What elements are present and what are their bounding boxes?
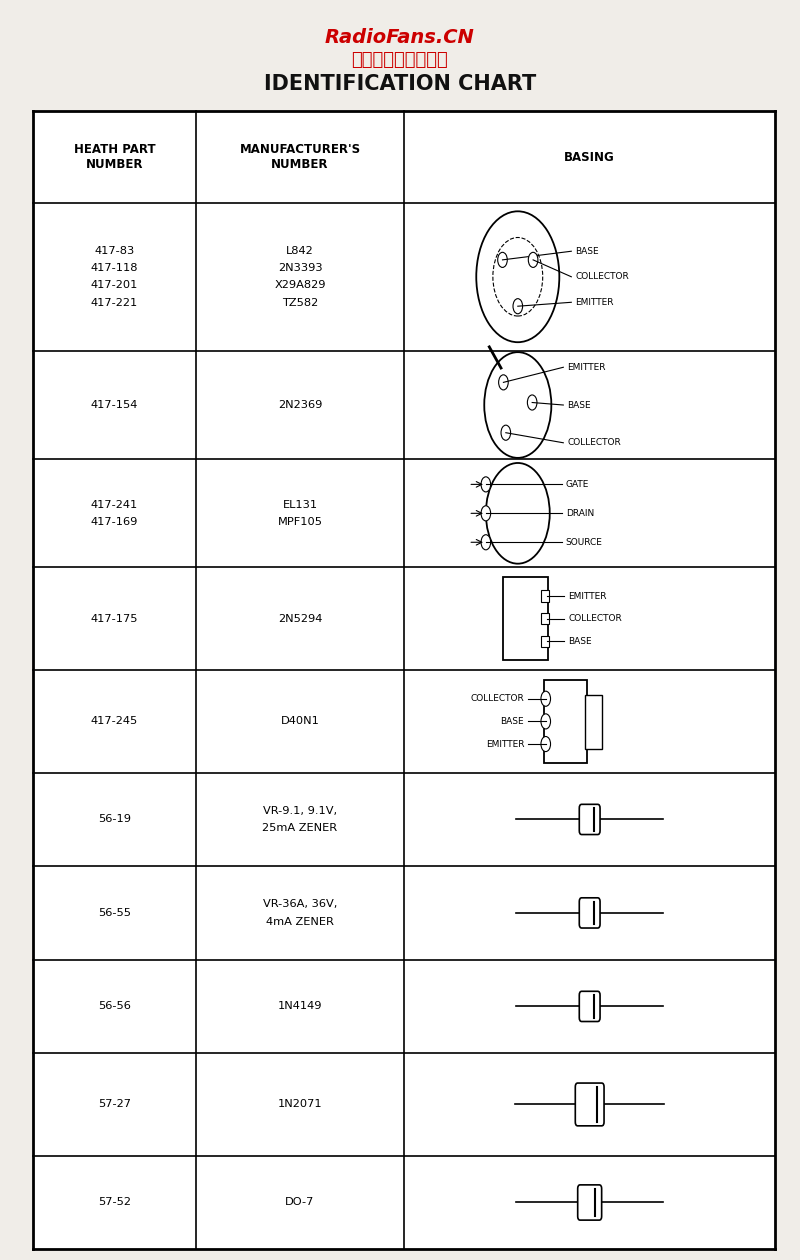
Circle shape [513, 299, 522, 314]
Circle shape [527, 394, 537, 410]
Text: VR-36A, 36V,
4mA ZENER: VR-36A, 36V, 4mA ZENER [263, 900, 338, 926]
Text: 57-27: 57-27 [98, 1100, 131, 1110]
Text: 56-56: 56-56 [98, 1002, 130, 1012]
Circle shape [528, 252, 538, 267]
Text: MANUFACTURER'S
NUMBER: MANUFACTURER'S NUMBER [239, 144, 361, 171]
Circle shape [541, 714, 550, 730]
Bar [542, 591, 549, 602]
FancyBboxPatch shape [578, 1184, 602, 1220]
Text: BASE: BASE [567, 401, 591, 410]
Circle shape [498, 252, 507, 267]
Text: BASING: BASING [564, 150, 615, 164]
FancyBboxPatch shape [503, 577, 548, 660]
Text: 2N2369: 2N2369 [278, 399, 322, 410]
Circle shape [481, 505, 490, 520]
Text: 417-154: 417-154 [90, 399, 138, 410]
Text: EMITTER: EMITTER [575, 297, 614, 306]
Circle shape [498, 374, 508, 389]
Text: 57-52: 57-52 [98, 1197, 131, 1207]
Circle shape [481, 476, 490, 491]
Text: L842
2N3393
X29A829
TZ582: L842 2N3393 X29A829 TZ582 [274, 246, 326, 307]
Text: 56-19: 56-19 [98, 814, 131, 824]
Text: 417-175: 417-175 [90, 614, 138, 624]
Text: BASE: BASE [568, 638, 592, 646]
FancyBboxPatch shape [579, 898, 600, 929]
Text: 56-55: 56-55 [98, 908, 131, 919]
Text: VR-9.1, 9.1V,
25mA ZENER: VR-9.1, 9.1V, 25mA ZENER [262, 806, 338, 833]
Text: COLLECTOR: COLLECTOR [470, 694, 524, 703]
Text: 1N4149: 1N4149 [278, 1002, 322, 1012]
FancyBboxPatch shape [579, 804, 600, 834]
FancyBboxPatch shape [575, 1084, 604, 1126]
Circle shape [541, 692, 550, 707]
Text: SOURCE: SOURCE [566, 538, 602, 547]
Text: EL131
MPF105: EL131 MPF105 [278, 500, 322, 527]
Text: 收音机爱好者资料库: 收音机爱好者资料库 [352, 52, 448, 69]
FancyBboxPatch shape [544, 680, 587, 762]
Text: EMITTER: EMITTER [486, 740, 524, 748]
Text: 1N2071: 1N2071 [278, 1100, 322, 1110]
Text: D40N1: D40N1 [281, 717, 319, 726]
Circle shape [484, 352, 551, 457]
Text: 417-245: 417-245 [90, 717, 138, 726]
Bar [542, 614, 549, 625]
Circle shape [481, 534, 490, 549]
Text: 2N5294: 2N5294 [278, 614, 322, 624]
Circle shape [476, 212, 559, 343]
Bar [542, 636, 549, 648]
Text: COLLECTOR: COLLECTOR [568, 615, 622, 624]
Circle shape [486, 462, 550, 563]
FancyBboxPatch shape [579, 992, 600, 1022]
Circle shape [541, 737, 550, 752]
Text: HEATH PART
NUMBER: HEATH PART NUMBER [74, 144, 155, 171]
Text: RadioFans.CN: RadioFans.CN [325, 29, 475, 48]
Text: 417-241
417-169: 417-241 417-169 [90, 500, 138, 527]
Text: BASE: BASE [575, 247, 599, 256]
Text: BASE: BASE [501, 717, 524, 726]
Text: COLLECTOR: COLLECTOR [567, 438, 621, 447]
Text: 417-83
417-118
417-201
417-221: 417-83 417-118 417-201 417-221 [90, 246, 138, 307]
Text: EMITTER: EMITTER [567, 363, 606, 372]
Text: EMITTER: EMITTER [568, 592, 606, 601]
Circle shape [501, 425, 510, 440]
Text: COLLECTOR: COLLECTOR [575, 272, 629, 281]
Text: DRAIN: DRAIN [566, 509, 594, 518]
Text: GATE: GATE [566, 480, 589, 489]
FancyBboxPatch shape [585, 696, 602, 748]
Text: DO-7: DO-7 [286, 1197, 314, 1207]
Text: IDENTIFICATION CHART: IDENTIFICATION CHART [264, 73, 536, 93]
